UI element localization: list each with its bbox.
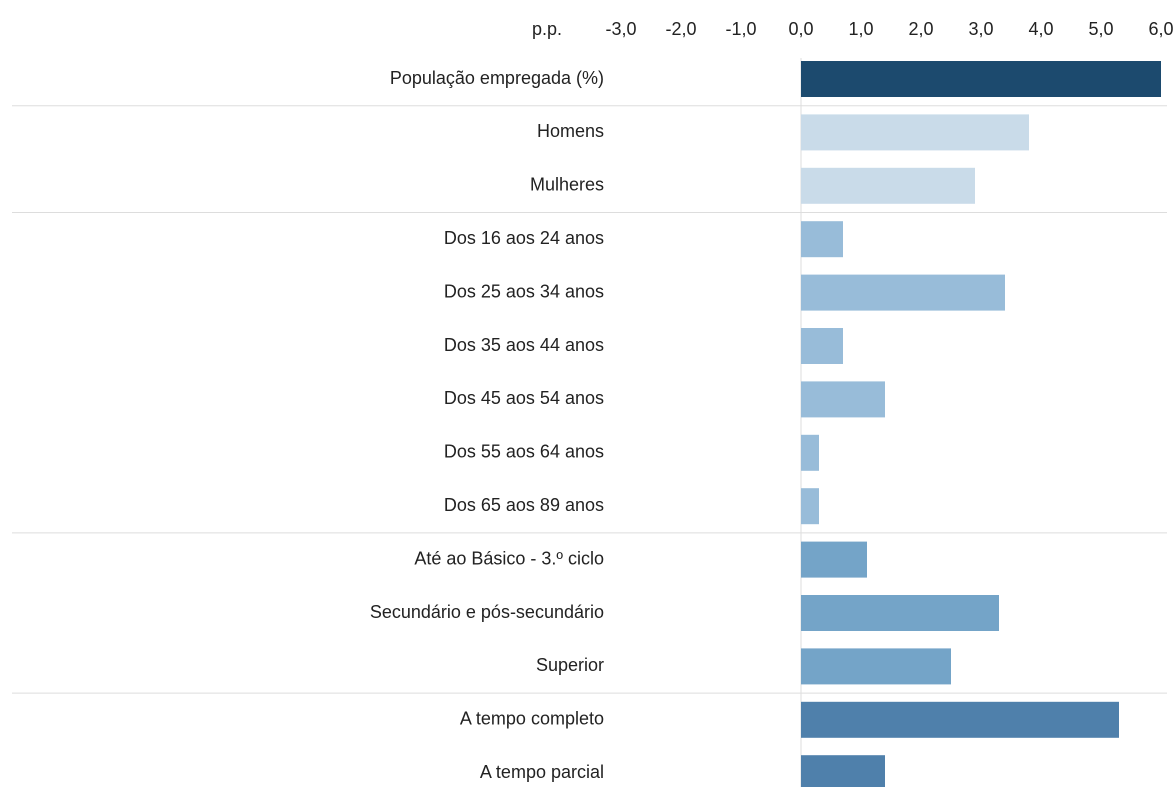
bar bbox=[801, 701, 1119, 738]
bar bbox=[801, 755, 885, 787]
category-label: Dos 65 aos 89 anos bbox=[444, 495, 604, 515]
category-label: Até ao Básico - 3.º ciclo bbox=[414, 548, 604, 568]
x-tick-label: 3,0 bbox=[968, 19, 993, 39]
axis-unit: p.p. bbox=[532, 19, 562, 39]
bar bbox=[801, 114, 1029, 151]
x-tick-label: -1,0 bbox=[725, 19, 756, 39]
bar bbox=[801, 274, 1005, 311]
bar bbox=[801, 381, 885, 418]
x-tick-label: -2,0 bbox=[665, 19, 696, 39]
x-tick-label: 2,0 bbox=[908, 19, 933, 39]
category-label: Secundário e pós-secundário bbox=[370, 602, 604, 622]
bar bbox=[801, 434, 819, 471]
bar bbox=[801, 221, 843, 258]
category-label: Mulheres bbox=[530, 175, 604, 195]
category-label: Dos 55 aos 64 anos bbox=[444, 442, 604, 462]
category-label: Dos 35 aos 44 anos bbox=[444, 335, 604, 355]
bar bbox=[801, 167, 975, 204]
category-label: Dos 16 aos 24 anos bbox=[444, 228, 604, 248]
category-label: População empregada (%) bbox=[390, 68, 604, 88]
x-tick-label: 5,0 bbox=[1088, 19, 1113, 39]
bar bbox=[801, 488, 819, 525]
bar bbox=[801, 541, 867, 578]
category-label: Dos 45 aos 54 anos bbox=[444, 388, 604, 408]
x-tick-label: -3,0 bbox=[605, 19, 636, 39]
bar bbox=[801, 595, 999, 631]
category-label: Homens bbox=[537, 121, 604, 141]
x-tick-label: 4,0 bbox=[1028, 19, 1053, 39]
bar bbox=[801, 328, 843, 364]
bar bbox=[801, 61, 1161, 97]
x-tick-label: 0,0 bbox=[788, 19, 813, 39]
category-label: Superior bbox=[536, 655, 604, 675]
category-label: Dos 25 aos 34 anos bbox=[444, 281, 604, 301]
category-label: A tempo completo bbox=[460, 709, 604, 729]
x-tick-label: 6,0 bbox=[1148, 19, 1173, 39]
category-label: A tempo parcial bbox=[480, 762, 604, 782]
x-tick-label: 1,0 bbox=[848, 19, 873, 39]
bar bbox=[801, 648, 951, 685]
